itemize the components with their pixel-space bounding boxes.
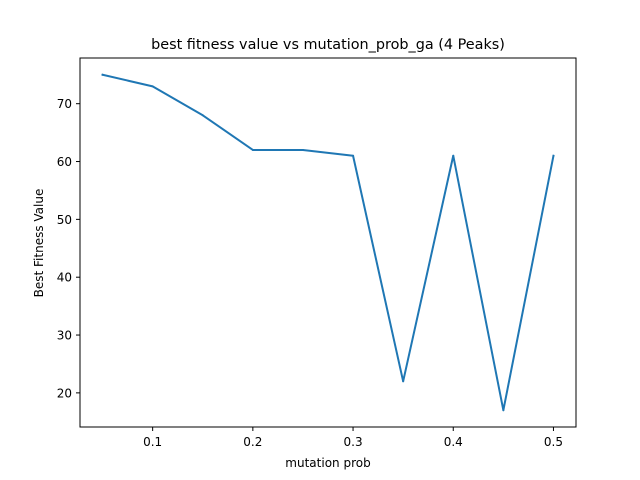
data-point [301,148,304,151]
chart-title: best fitness value vs mutation_prob_ga (… [151,37,505,53]
data-point [201,114,204,117]
axes-frame [79,57,577,428]
series-group [101,73,555,412]
data-point [552,154,555,157]
x-tick-label: 0.3 [344,435,363,449]
data-point [452,154,455,157]
data-point [251,148,254,151]
data-point [352,154,355,157]
x-axis-ticks: 0.1 0.2 0.3 0.4 0.5 [143,427,563,449]
y-axis-label: Best Fitness Value [32,189,46,298]
x-tick-label: 0.1 [143,435,162,449]
plot-area: 0.1 0.2 0.3 0.4 0.5 20 30 40 50 60 70 [57,57,577,449]
x-axis-label: mutation prob [285,456,370,470]
data-point [151,85,154,88]
y-tick-label: 30 [57,329,72,343]
x-tick-label: 0.5 [544,435,563,449]
x-tick-label: 0.4 [444,435,463,449]
y-tick-label: 40 [57,271,72,285]
data-point [502,409,505,412]
x-tick-label: 0.2 [243,435,262,449]
y-tick-label: 70 [57,97,72,111]
y-tick-label: 50 [57,213,72,227]
series-line [101,73,555,412]
y-tick-label: 60 [57,155,72,169]
data-point [402,380,405,383]
y-tick-label: 20 [57,386,72,400]
y-axis-ticks: 20 30 40 50 60 70 [57,97,80,400]
data-point [101,73,104,76]
